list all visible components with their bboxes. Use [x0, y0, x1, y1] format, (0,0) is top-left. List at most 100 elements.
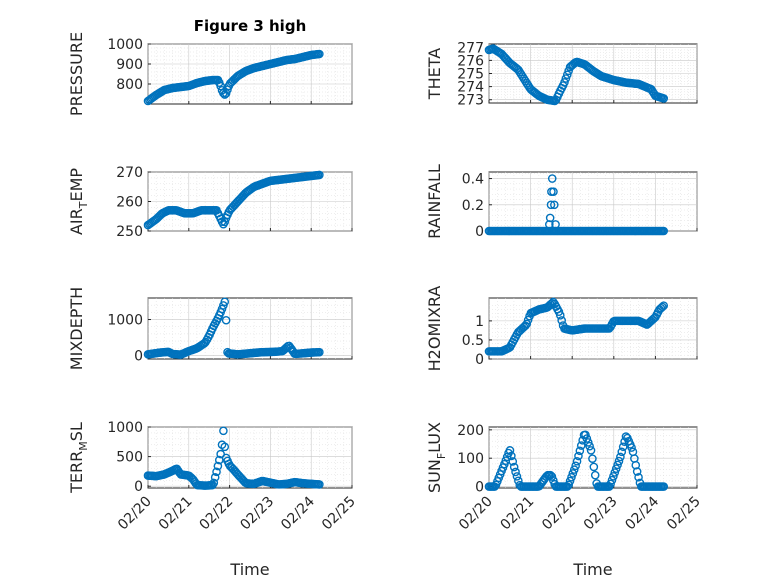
data-point — [509, 462, 519, 472]
data-point — [659, 482, 669, 491]
panel-pressure: 800 900 1000 PRESSURE — [67, 32, 353, 116]
data-point — [581, 430, 590, 440]
x-tick-label: 02/22 — [197, 494, 237, 534]
data-point — [547, 472, 557, 481]
data-point — [659, 301, 669, 310]
data-point — [561, 74, 571, 83]
data-point — [220, 442, 230, 452]
data-point — [627, 443, 636, 452]
y-axis-label: PRESSURE — [67, 32, 86, 116]
series-points — [484, 174, 669, 236]
data-point — [522, 319, 532, 329]
data-point — [567, 472, 576, 482]
data-point — [585, 441, 594, 451]
x-tick-label: 02/21 — [498, 494, 538, 534]
x-tick-label: 02/25 — [664, 494, 704, 534]
x-tick-label: 02/24 — [622, 493, 662, 533]
data-point — [219, 426, 228, 436]
series-points — [484, 430, 669, 491]
y-axis-label: AIRTEMP — [67, 168, 90, 235]
figure-title: Figure 3 high — [194, 17, 307, 35]
y-tick-label: 1 — [475, 314, 484, 330]
y-tick-label: 0.2 — [462, 198, 484, 214]
panel-sun_flux: 0 100 200 02/20 02/21 02/22 02/23 02/24 02/25 SUN… — [425, 422, 704, 579]
data-point — [634, 472, 643, 482]
data-point — [632, 467, 642, 476]
data-point — [550, 200, 559, 210]
data-point — [557, 316, 566, 325]
y-tick-label: 250 — [116, 224, 143, 240]
data-point — [564, 480, 573, 490]
series-points — [484, 297, 669, 356]
x-tick-label: 02/23 — [581, 494, 621, 534]
y-tick-label: 1000 — [107, 420, 143, 436]
data-point — [549, 187, 558, 196]
data-point — [221, 315, 231, 325]
data-point — [209, 478, 219, 488]
y-tick-label: 0 — [134, 479, 143, 495]
data-point — [607, 475, 617, 485]
data-point — [571, 461, 580, 471]
panel-mixdepth: 0 1000 MIXDEPTH — [67, 287, 353, 370]
data-point — [212, 467, 221, 477]
data-point — [213, 461, 223, 471]
data-point — [568, 469, 578, 478]
data-point — [604, 324, 614, 333]
y-axis-label: H2OMIXRA — [425, 286, 444, 372]
y-tick-label: 270 — [116, 165, 143, 181]
y-tick-label: 275 — [457, 67, 484, 83]
data-point — [588, 454, 597, 463]
data-point — [315, 480, 324, 489]
series-points — [143, 297, 324, 359]
y-tick-label: 276 — [457, 53, 484, 69]
data-point — [221, 89, 231, 98]
data-point — [523, 315, 533, 325]
data-point — [610, 468, 620, 477]
axes-box — [147, 426, 353, 489]
x-tick-label: 02/20 — [115, 494, 155, 534]
y-tick-label: 0 — [475, 352, 484, 368]
data-point — [606, 479, 615, 489]
series-points — [484, 44, 669, 106]
y-tick-label: 274 — [457, 80, 484, 96]
y-axis-label: THETA — [425, 48, 444, 100]
data-point — [611, 464, 621, 473]
y-tick-label: 100 — [457, 451, 484, 467]
y-axis-label: TERRMSL — [67, 422, 90, 494]
y-axis-label: RAINFALL — [425, 164, 444, 239]
data-point — [574, 451, 583, 461]
x-tick-label: 02/22 — [539, 494, 579, 534]
x-axis-label: Time — [572, 560, 612, 579]
series-points — [143, 426, 324, 490]
data-point — [315, 170, 324, 180]
series-points — [143, 170, 324, 230]
y-tick-label: 0 — [475, 224, 484, 240]
data-point — [512, 472, 522, 481]
data-point — [576, 441, 586, 450]
y-tick-label: 900 — [116, 57, 143, 73]
data-point — [658, 302, 667, 312]
data-point — [511, 467, 520, 477]
data-point — [507, 451, 516, 461]
data-point — [572, 456, 582, 466]
y-tick-label: 800 — [116, 77, 143, 93]
y-axis-label: SUNFLUX — [425, 422, 448, 493]
data-point — [646, 84, 656, 94]
data-point — [609, 472, 618, 481]
data-point — [505, 446, 515, 455]
data-point — [560, 78, 569, 87]
data-point — [547, 174, 557, 183]
data-point — [616, 452, 625, 462]
data-point — [315, 49, 324, 59]
y-tick-label: 260 — [116, 195, 143, 211]
y-tick-label: 200 — [457, 423, 484, 439]
y-tick-label: 0.5 — [462, 333, 484, 349]
data-point — [551, 220, 560, 229]
panel-terr_msl: 0 500 1000 02/20 02/21 02/22 02/23 02/24 02/25 TE… — [67, 420, 359, 579]
data-point — [508, 457, 518, 466]
data-point — [210, 473, 220, 482]
data-point — [545, 213, 555, 223]
